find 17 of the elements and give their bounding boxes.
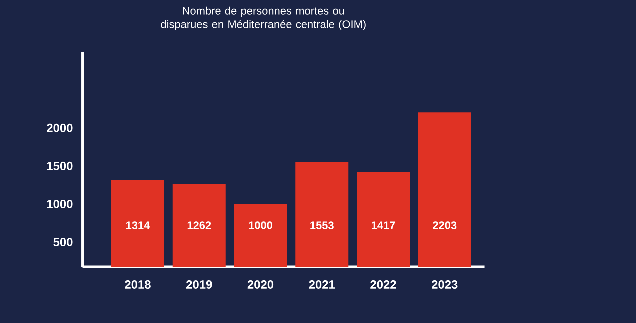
data-label: 1417 bbox=[372, 222, 396, 230]
x-tick-label: 2018 bbox=[125, 280, 151, 289]
y-tick-label: 2000 bbox=[47, 124, 73, 132]
chart-title: Nombre de personnes mortes ou disparues en Méditerranée centrale (OIM) bbox=[161, 6, 366, 30]
data-label: 1262 bbox=[188, 222, 212, 230]
x-tick-label: 2019 bbox=[186, 280, 212, 289]
y-tick-label: 500 bbox=[54, 238, 73, 246]
x-tick-label: 2023 bbox=[432, 280, 458, 290]
x-tick-label: 2020 bbox=[248, 280, 274, 289]
data-label: 1553 bbox=[310, 222, 334, 230]
y-tick-label: 1000 bbox=[47, 200, 73, 208]
y-tick-label: 1500 bbox=[47, 162, 73, 170]
x-tick-label: 2022 bbox=[370, 280, 396, 289]
data-label: 1000 bbox=[249, 222, 272, 230]
data-label: 2203 bbox=[433, 222, 457, 230]
data-label: 1314 bbox=[126, 222, 150, 230]
x-tick-label: 2021 bbox=[309, 280, 336, 289]
